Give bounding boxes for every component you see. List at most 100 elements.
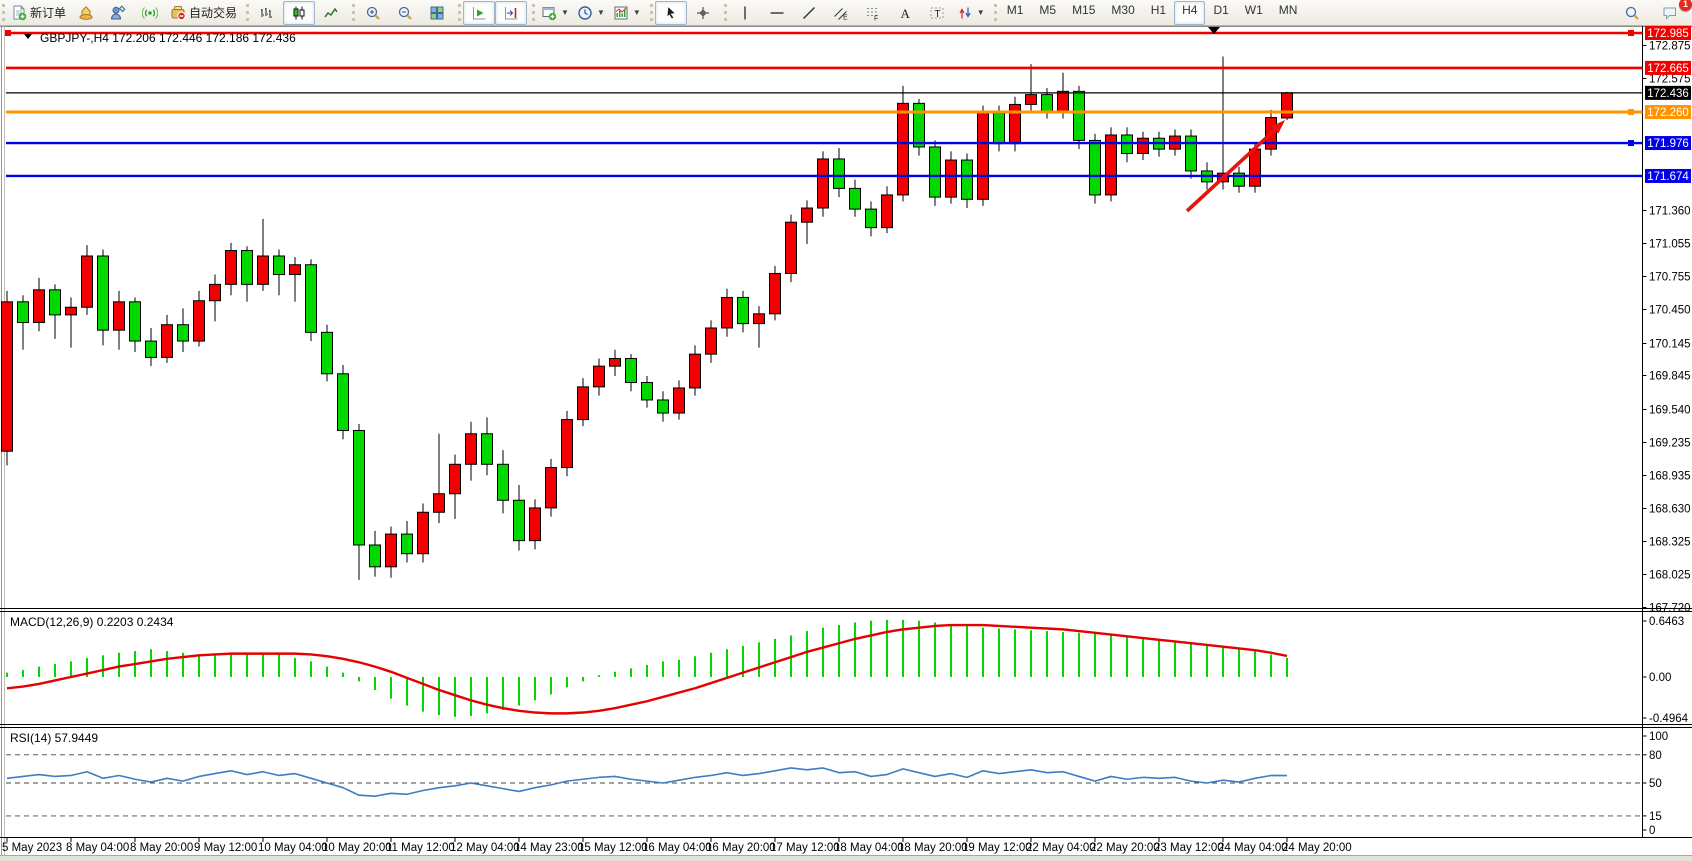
candle-42 xyxy=(673,387,685,414)
line-handle[interactable] xyxy=(1628,109,1634,116)
crosshair-button[interactable] xyxy=(687,1,719,25)
candle-23 xyxy=(369,544,381,568)
candle-36 xyxy=(577,386,589,421)
candle-37 xyxy=(593,365,605,388)
chart-shift-marker[interactable] xyxy=(1208,27,1220,34)
candle-28 xyxy=(449,463,461,495)
auto-trading-button[interactable]: 自动交易 xyxy=(166,1,241,25)
svg-text:F: F xyxy=(874,15,878,21)
line-handle[interactable] xyxy=(5,30,11,36)
profiles-button[interactable]: ▼ xyxy=(573,1,609,25)
candle-25 xyxy=(401,533,413,555)
chat-button[interactable]: 1 xyxy=(1654,0,1692,25)
timeframe-m15-button[interactable]: M15 xyxy=(1072,2,1096,17)
line-handle[interactable] xyxy=(1628,30,1634,36)
svg-text:16 May 04:00: 16 May 04:00 xyxy=(642,842,712,854)
cursor-button[interactable] xyxy=(654,0,687,25)
tile-windows-icon xyxy=(429,5,445,21)
macd-signal-line xyxy=(6,623,1288,715)
candle-15 xyxy=(241,250,253,285)
zoom-in-button[interactable] xyxy=(357,1,389,25)
svg-text:172.436: 172.436 xyxy=(1647,88,1689,100)
search-button[interactable] xyxy=(1616,1,1648,25)
market-watch-button[interactable] xyxy=(70,1,102,25)
line-chart-icon xyxy=(323,5,339,21)
candlestick-series xyxy=(1,56,1293,580)
line-handle[interactable] xyxy=(1628,140,1634,147)
svg-text:172.260: 172.260 xyxy=(1647,107,1689,119)
equidistant-channel-button[interactable]: E xyxy=(825,1,857,25)
candle-21 xyxy=(337,373,349,431)
text-label-button[interactable]: T xyxy=(921,1,953,25)
svg-text:171.055: 171.055 xyxy=(1649,239,1691,251)
candle-41 xyxy=(657,399,669,414)
candle-51 xyxy=(817,158,829,209)
candle-24 xyxy=(385,533,397,568)
timeframe-m1-button[interactable]: M1 xyxy=(1006,2,1024,17)
svg-text:18 May 04:00: 18 May 04:00 xyxy=(834,842,904,854)
toolbar-group-timeframes: M1 M5 M15 M30 H1 H4 D1 W1 MN xyxy=(992,0,1309,25)
svg-text:0.00: 0.00 xyxy=(1649,672,1671,684)
signals-icon xyxy=(142,5,159,21)
svg-text:171.360: 171.360 xyxy=(1649,206,1691,218)
trend-arrow-head[interactable] xyxy=(1271,120,1285,134)
candlestick-chart-button[interactable] xyxy=(283,0,316,25)
candle-18 xyxy=(289,264,301,276)
timeframe-m5-button[interactable]: M5 xyxy=(1039,2,1057,17)
candle-26 xyxy=(417,511,429,555)
templates-button[interactable]: ▼ xyxy=(609,1,645,25)
candle-57 xyxy=(913,102,925,148)
timeframe-w1-button[interactable]: W1 xyxy=(1244,2,1263,17)
svg-text:9 May 12:00: 9 May 12:00 xyxy=(194,842,257,854)
timeframe-m30-button[interactable]: M30 xyxy=(1111,2,1135,17)
candle-20 xyxy=(321,331,333,375)
data-window-button[interactable] xyxy=(102,1,134,25)
candle-58 xyxy=(929,146,941,198)
chart-shift-button[interactable] xyxy=(495,0,528,25)
svg-text:172.665: 172.665 xyxy=(1647,63,1689,75)
trend-arrow[interactable] xyxy=(1185,125,1280,213)
chevron-down-icon: ▼ xyxy=(561,8,569,17)
trendline-button[interactable] xyxy=(793,1,825,25)
main-toolbar: 新订单 自动交易 ▼ ▼ ▼ E F A T ▼ M1 M5 M15 M30 H1 H4 D1 W1 MN 1 xyxy=(0,0,1692,26)
timeframe-h4-button[interactable]: H4 xyxy=(1174,0,1206,25)
symbol-dropdown-icon[interactable] xyxy=(24,34,32,39)
vertical-line-button[interactable] xyxy=(729,1,761,25)
candle-54 xyxy=(865,208,877,229)
chevron-down-icon: ▼ xyxy=(632,8,641,17)
bar-chart-button[interactable] xyxy=(251,1,283,25)
svg-text:5 May 2023: 5 May 2023 xyxy=(2,842,62,854)
arrows-button[interactable]: ▼ xyxy=(953,1,989,25)
candle-29 xyxy=(465,433,477,465)
candle-71 xyxy=(1137,137,1149,155)
candle-1 xyxy=(17,301,29,324)
panel-separators[interactable] xyxy=(0,608,1692,838)
svg-text:16 May 20:00: 16 May 20:00 xyxy=(706,842,776,854)
svg-text:18 May 20:00: 18 May 20:00 xyxy=(898,842,968,854)
new-order-button[interactable]: 新订单 xyxy=(7,1,70,25)
new-chart-button[interactable]: ▼ xyxy=(537,1,573,25)
candle-55 xyxy=(881,194,893,229)
data-window-icon xyxy=(110,4,126,21)
svg-text:A: A xyxy=(900,6,910,21)
auto-scroll-button[interactable] xyxy=(463,0,496,25)
line-chart-button[interactable] xyxy=(315,1,347,25)
price-line-objects[interactable] xyxy=(5,30,1643,178)
chart-background xyxy=(0,26,1692,861)
timeframe-d1-button[interactable]: D1 xyxy=(1213,2,1229,17)
fibonacci-button[interactable]: F xyxy=(857,1,889,25)
timeframe-mn-button[interactable]: MN xyxy=(1278,2,1298,17)
candle-22 xyxy=(353,429,365,546)
crosshair-icon xyxy=(695,5,711,21)
text-button[interactable]: A xyxy=(889,1,921,25)
toolbar-group-objects: E F A T ▼ xyxy=(722,0,992,25)
tile-windows-button[interactable] xyxy=(421,1,453,25)
candle-6 xyxy=(97,255,109,331)
timeframe-h1-button[interactable]: H1 xyxy=(1150,2,1167,17)
signals-button[interactable] xyxy=(134,1,166,25)
fibonacci-icon: F xyxy=(865,5,881,21)
candle-78 xyxy=(1249,148,1261,187)
zoom-out-button[interactable] xyxy=(389,1,421,25)
horizontal-line-button[interactable] xyxy=(761,1,793,25)
annotations[interactable] xyxy=(24,27,1285,213)
